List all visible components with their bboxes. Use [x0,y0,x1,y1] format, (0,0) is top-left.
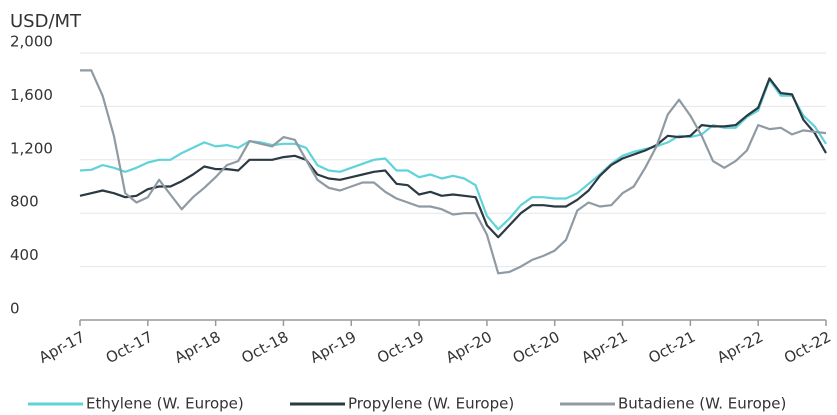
y-axis-label: USD/MT [10,11,82,32]
x-tick-label: Apr-22 [714,328,766,367]
legend-label: Propylene (W. Europe) [348,395,514,413]
x-tick-label: Oct-18 [238,328,291,368]
series-line [79,77,827,239]
y-tick-label: 1,200 [10,139,53,157]
series-line [79,78,827,231]
x-tick-label: Apr-17 [36,328,88,367]
legend-label: Ethylene (W. Europe) [86,395,244,413]
x-tick-label: Oct-22 [781,328,834,368]
x-tick-label: Apr-18 [171,328,223,367]
series-line [80,69,827,275]
x-tick-label: Oct-17 [103,328,156,368]
x-tick-label: Apr-21 [578,328,630,367]
x-tick-label: Oct-20 [510,328,563,368]
y-tick-label: 800 [10,193,39,211]
x-tick-label: Apr-19 [307,328,359,367]
y-tick-label: 1,600 [10,86,53,104]
y-tick-label: 400 [10,246,39,264]
legend-label: Butadiene (W. Europe) [618,395,786,413]
x-tick-label: Oct-21 [645,328,698,368]
y-tick-label: 2,000 [10,33,53,51]
x-tick-label: Apr-20 [443,328,495,367]
y-tick-label: 0 [10,300,20,318]
x-tick-label: Oct-19 [374,328,427,368]
